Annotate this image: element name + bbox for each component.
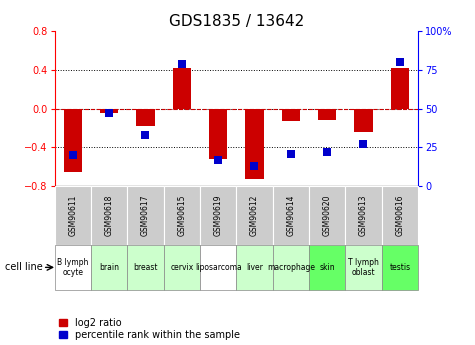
Bar (209, 109, 227, 159)
Point (287, 151, 294, 157)
Text: GDS1835 / 13642: GDS1835 / 13642 (169, 14, 304, 29)
Point (105, 110, 113, 116)
Text: GSM90615: GSM90615 (177, 195, 186, 236)
Text: GSM90613: GSM90613 (359, 195, 368, 236)
Bar (382, 245, 418, 290)
Bar (309, 245, 345, 290)
Bar (318, 109, 336, 120)
Bar (391, 68, 409, 109)
Text: cervix: cervix (170, 263, 193, 272)
Text: GSM90614: GSM90614 (286, 195, 295, 236)
Bar (345, 186, 381, 245)
Legend: log2 ratio, percentile rank within the sample: log2 ratio, percentile rank within the s… (59, 318, 240, 340)
Bar (64, 109, 82, 172)
Bar (237, 186, 273, 245)
Text: GSM90612: GSM90612 (250, 195, 259, 236)
Text: liver: liver (246, 263, 263, 272)
Text: T lymph
oblast: T lymph oblast (348, 258, 379, 277)
Bar (127, 186, 163, 245)
Text: cell line: cell line (5, 263, 42, 272)
Point (251, 163, 258, 169)
Point (69, 152, 76, 158)
Bar (282, 109, 300, 121)
Bar (309, 186, 345, 245)
Text: GSM90617: GSM90617 (141, 195, 150, 236)
Bar (55, 245, 91, 290)
Point (396, 59, 404, 65)
Bar (237, 245, 273, 290)
Text: GSM90620: GSM90620 (323, 195, 332, 236)
Bar (200, 186, 237, 245)
Text: brain: brain (99, 263, 119, 272)
Bar (273, 245, 309, 290)
Text: GSM90619: GSM90619 (214, 195, 223, 236)
Text: breast: breast (133, 263, 158, 272)
Point (360, 141, 367, 147)
Bar (382, 186, 418, 245)
Text: GSM90618: GSM90618 (104, 195, 114, 236)
Bar (246, 109, 264, 179)
Bar (100, 109, 118, 112)
Bar (273, 186, 309, 245)
Text: GSM90611: GSM90611 (68, 195, 77, 236)
Point (142, 132, 149, 138)
Text: B lymph
ocyte: B lymph ocyte (57, 258, 88, 277)
Text: GSM90616: GSM90616 (395, 195, 404, 236)
Bar (127, 245, 163, 290)
Bar (173, 68, 191, 109)
Point (323, 149, 331, 155)
Text: skin: skin (319, 263, 335, 272)
Bar (345, 245, 381, 290)
Bar (163, 245, 200, 290)
Bar (163, 186, 200, 245)
Bar (136, 109, 154, 126)
Bar (91, 245, 127, 290)
Text: testis: testis (390, 263, 410, 272)
Text: liposarcoma: liposarcoma (195, 263, 241, 272)
Text: macrophage: macrophage (267, 263, 315, 272)
Bar (354, 109, 372, 132)
Bar (55, 186, 91, 245)
Point (214, 157, 222, 163)
Point (178, 61, 186, 67)
Bar (200, 245, 237, 290)
Bar (91, 186, 127, 245)
